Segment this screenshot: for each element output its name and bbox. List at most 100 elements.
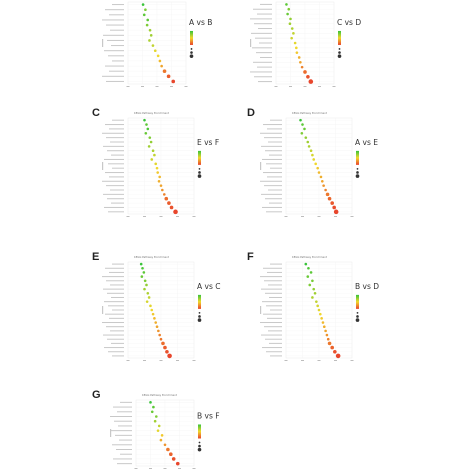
data-point <box>175 461 180 466</box>
pathway-label <box>102 19 124 21</box>
pathway-label <box>114 420 132 422</box>
pathway-label <box>259 42 272 44</box>
y-axis-label <box>102 39 104 47</box>
pathway-label <box>254 23 272 25</box>
pathway-label <box>108 211 124 213</box>
panel-f: KEGG Pathway Enrichment B vs D <box>258 254 384 366</box>
data-point <box>173 209 178 215</box>
pathway-label <box>112 309 124 311</box>
pathway-label <box>106 137 124 139</box>
x-tick-label <box>318 86 321 87</box>
data-point <box>143 118 146 122</box>
data-point <box>322 325 326 328</box>
x-tick-label <box>332 86 336 87</box>
panel-e: KEGG Pathway Enrichment A vs C <box>100 254 226 366</box>
x-tick-label <box>178 468 181 469</box>
comparison-label: A vs C <box>197 282 220 291</box>
x-tick-label <box>143 216 146 217</box>
data-point <box>166 74 171 79</box>
x-tick-label <box>334 360 337 361</box>
pathway-label <box>112 119 124 121</box>
pathway-label <box>253 8 272 10</box>
chart-svg-c: KEGG Pathway Enrichment E vs F <box>102 111 219 217</box>
pathway-label <box>113 458 132 460</box>
y-axis-label <box>110 429 112 437</box>
pathway-label <box>261 288 282 290</box>
pathway-label <box>104 50 124 52</box>
pathway-label <box>260 276 282 278</box>
data-point <box>155 166 159 170</box>
y-axis-label <box>102 306 104 314</box>
pathway-label <box>111 430 132 432</box>
data-point <box>304 136 308 139</box>
y-axis-label <box>102 162 104 170</box>
pathway-label <box>104 301 124 303</box>
data-point <box>297 56 301 59</box>
pathway-label <box>270 119 282 121</box>
pathway-label <box>255 37 272 39</box>
x-tick-label <box>176 360 179 361</box>
data-point <box>309 149 313 153</box>
chart-title-d: KEGG Pathway Enrichment <box>292 111 327 115</box>
data-point <box>149 140 153 144</box>
x-tick-label <box>274 86 278 87</box>
pathway-label <box>267 128 282 130</box>
pathway-label <box>268 141 282 143</box>
data-point <box>151 312 155 316</box>
data-point <box>165 349 169 354</box>
pathway-label <box>112 4 124 6</box>
pathway-label <box>263 267 282 269</box>
pathway-label <box>113 406 132 408</box>
pathway-label <box>261 193 282 195</box>
data-point <box>157 329 160 333</box>
data-point <box>158 59 162 63</box>
data-point <box>153 49 157 52</box>
pathway-label <box>120 453 132 455</box>
data-point <box>307 145 311 148</box>
data-point <box>163 345 167 350</box>
panel-letter-f: F <box>247 251 254 263</box>
data-point <box>155 415 158 418</box>
x-tick-label <box>149 468 152 469</box>
pathway-label <box>269 154 282 156</box>
pathway-label <box>111 202 124 204</box>
pathway-label <box>250 71 272 73</box>
data-point <box>330 345 334 350</box>
data-point <box>308 283 312 287</box>
data-point <box>306 275 310 278</box>
pathway-label <box>110 141 124 143</box>
data-point <box>147 296 151 299</box>
pathway-label <box>264 326 282 328</box>
data-point <box>327 341 332 346</box>
data-point <box>159 438 163 442</box>
pathway-label <box>106 185 124 187</box>
data-point <box>319 312 322 316</box>
pathway-label <box>107 198 124 200</box>
data-point <box>325 192 330 197</box>
x-tick-label <box>155 86 159 87</box>
pathway-label <box>111 45 124 47</box>
pathway-label <box>102 132 124 134</box>
x-tick-label <box>192 360 196 361</box>
pathway-label <box>109 176 124 178</box>
pathway-label <box>112 60 124 62</box>
pathway-label <box>266 351 282 353</box>
pathway-label <box>256 52 272 54</box>
data-point <box>171 79 176 84</box>
pathway-label <box>108 351 124 353</box>
pathway-label <box>111 342 124 344</box>
panel-letter-d: D <box>247 107 255 119</box>
data-point <box>153 419 157 423</box>
panel-letter-c: C <box>92 107 100 119</box>
x-tick-label <box>284 216 288 217</box>
data-point <box>311 296 314 299</box>
pathway-label <box>260 56 272 58</box>
data-point <box>158 333 161 337</box>
data-point <box>285 3 288 6</box>
data-point <box>306 140 310 144</box>
pathway-label <box>266 211 282 213</box>
data-point <box>156 171 159 174</box>
data-point <box>153 153 156 157</box>
pathway-label <box>270 263 282 265</box>
legend-size-dot <box>356 167 359 170</box>
